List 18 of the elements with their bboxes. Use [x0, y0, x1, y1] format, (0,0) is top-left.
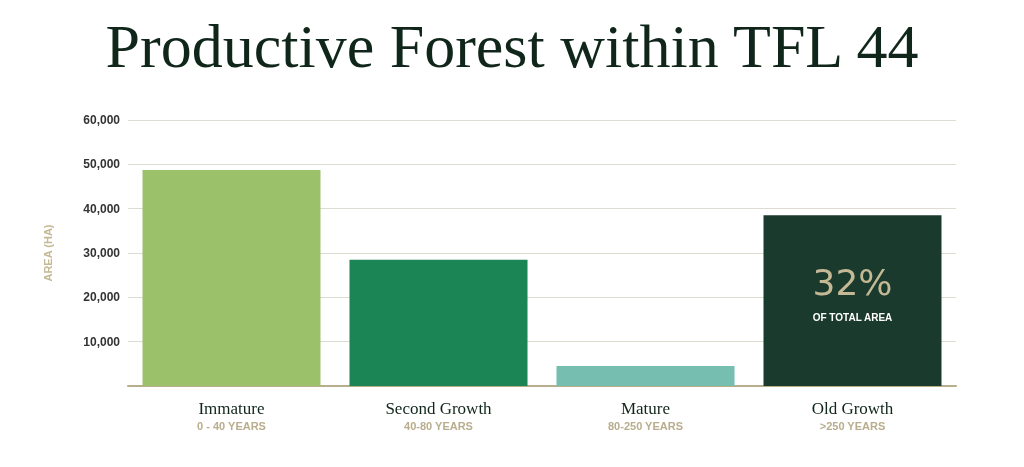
y-tick-label: 20,000	[83, 290, 121, 305]
y-tick-label: 10,000	[83, 334, 121, 349]
chart-title: Productive Forest within TFL 44	[105, 12, 919, 80]
bar	[142, 170, 321, 386]
x-tick-label: Second Growth 40-80 YEARS	[385, 398, 493, 432]
y-tick-label: 30,000	[83, 246, 121, 260]
y-tick-label: 40,000	[83, 201, 121, 216]
annotation: OF TOTAL AREA	[812, 312, 893, 324]
annotation: 32%	[812, 262, 893, 304]
x-tick-label: Mature 80-250 YEARS	[607, 398, 684, 432]
y-tick-label: 50,000	[83, 157, 121, 172]
y-axis-title: AREA (HA)	[41, 224, 54, 282]
y-tick-label: 60,000	[83, 113, 121, 127]
bar	[556, 366, 735, 386]
bar	[349, 259, 528, 386]
x-tick-label: Old Growth >250 YEARS	[811, 398, 894, 432]
bar	[763, 215, 942, 386]
x-tick-label: Immature 0 - 40 YEARS	[197, 398, 266, 432]
